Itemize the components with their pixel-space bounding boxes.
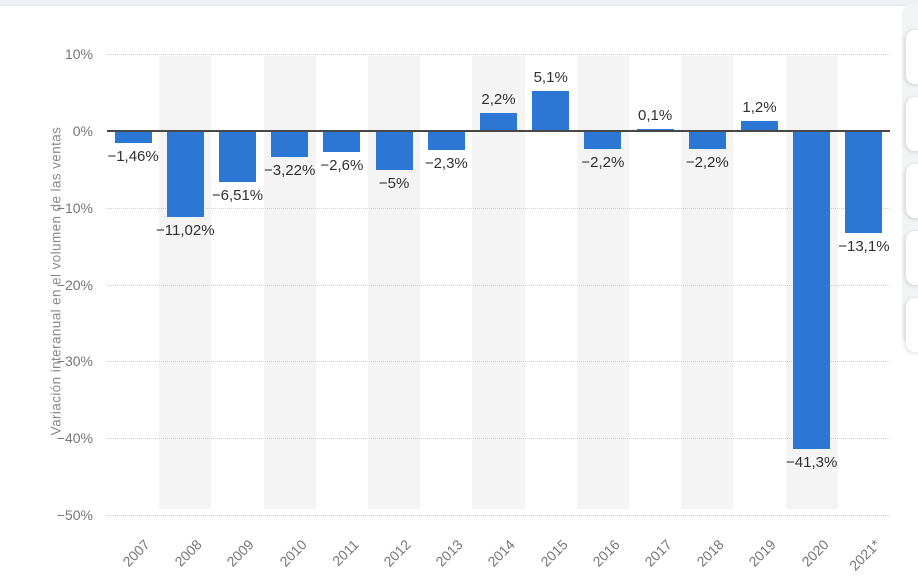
background-band-2016 <box>576 56 629 509</box>
bar-2011[interactable] <box>323 132 361 152</box>
bar-2017[interactable] <box>636 129 674 130</box>
bar-2007[interactable] <box>114 132 152 144</box>
y-tick-label: −50% <box>56 507 93 523</box>
background-band-2010 <box>263 56 316 509</box>
side-toolbar-button[interactable] <box>906 298 918 352</box>
y-tick-label: −10% <box>56 199 93 216</box>
bar-2013[interactable] <box>427 132 465 150</box>
bar-2009[interactable] <box>219 132 256 182</box>
gridline-−10% <box>107 207 890 209</box>
x-axis-label-2009: 2009 <box>223 536 258 570</box>
gridline-−20% <box>107 284 890 286</box>
gridline-−40% <box>107 438 890 440</box>
y-axis-title: Variación interanual en el volumen de la… <box>48 126 64 436</box>
x-axis-label-2010: 2010 <box>275 536 310 570</box>
x-axis-label-2021*: 2021* <box>846 536 884 574</box>
x-axis-label-2012: 2012 <box>380 536 414 570</box>
side-toolbar-button[interactable] <box>906 164 918 218</box>
bar-value-label-2008: −11,02% <box>156 221 215 239</box>
bar-value-label-2015: 5,1% <box>533 68 568 86</box>
bar-value-label-2021*: −13,1% <box>838 237 890 255</box>
bar-value-label-2014: 2,2% <box>481 91 516 109</box>
x-axis-label-2008: 2008 <box>171 536 205 570</box>
y-tick-label: 0% <box>72 123 93 139</box>
bar-2008[interactable] <box>166 132 204 217</box>
bar-2020[interactable] <box>793 132 831 450</box>
gridline-−50% <box>107 515 890 516</box>
bar-2015[interactable] <box>532 90 570 130</box>
x-axis-label-2017: 2017 <box>641 536 675 570</box>
top-strip <box>0 0 918 6</box>
x-axis-label-2007: 2007 <box>119 536 153 570</box>
x-axis-label-2014: 2014 <box>484 536 519 570</box>
bar-value-label-2017: 0,1% <box>637 107 673 124</box>
x-axis-label-2015: 2015 <box>536 536 571 570</box>
side-toolbar-button[interactable] <box>906 231 918 285</box>
bar-value-label-2016: −2,2% <box>581 153 625 171</box>
bar-2018[interactable] <box>688 132 726 149</box>
bar-2012[interactable] <box>375 132 413 171</box>
side-toolbar-button[interactable] <box>906 97 918 151</box>
bar-value-label-2009: −6,51% <box>211 186 264 204</box>
bar-2021*[interactable] <box>845 132 883 233</box>
zero-line <box>107 130 890 132</box>
gridline-−30% <box>107 361 890 363</box>
background-band-2008 <box>159 56 212 509</box>
y-tick-label: −20% <box>56 276 93 293</box>
bar-2014[interactable] <box>480 113 517 130</box>
bar-value-label-2019: 1,2% <box>742 98 777 116</box>
y-tick-label: 10% <box>64 46 93 63</box>
gridline-10% <box>107 54 890 56</box>
x-axis-label-2011: 2011 <box>328 536 362 569</box>
side-toolbar-button[interactable] <box>906 30 918 84</box>
x-axis-label-2018: 2018 <box>693 536 727 570</box>
bar-2019[interactable] <box>741 120 778 130</box>
y-tick-label: −40% <box>56 430 93 447</box>
background-band-2012 <box>368 56 421 509</box>
x-axis-label-2020: 2020 <box>797 536 832 570</box>
x-axis-label-2019: 2019 <box>745 536 780 570</box>
bar-value-label-2020: −41,3% <box>786 454 838 472</box>
x-axis-label-2013: 2013 <box>432 536 466 570</box>
x-axis-label-2016: 2016 <box>589 536 623 570</box>
bar-2010[interactable] <box>271 132 309 157</box>
bar-value-label-2007: −1,46% <box>107 148 159 166</box>
bar-value-label-2012: −5% <box>378 175 410 193</box>
bar-2016[interactable] <box>584 132 622 149</box>
background-band-2018 <box>681 56 734 509</box>
bar-value-label-2013: −2,3% <box>424 154 468 172</box>
bar-value-label-2010: −3,22% <box>264 161 316 179</box>
y-tick-label: −30% <box>56 353 93 370</box>
bar-value-label-2011: −2,6% <box>320 156 364 174</box>
bar-value-label-2018: −2,2% <box>685 153 729 171</box>
